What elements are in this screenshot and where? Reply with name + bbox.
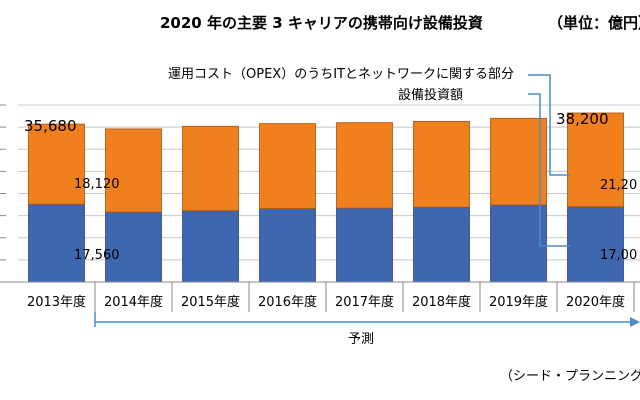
bar-opex [182,125,239,212]
bar-capex [336,207,393,283]
bars [28,112,635,312]
capex-label-2013: 17,560 [74,248,120,263]
bar-opex [490,117,547,206]
total-label-2020: 38,200 [556,110,609,128]
bar-capex [567,206,624,283]
bar-capex [259,208,316,283]
x-tick-label: 2018年度 [412,294,471,310]
x-tick-label: 2013年度 [27,294,86,310]
bar-opex [336,122,393,209]
y-tick-marks [0,104,6,261]
bar-opex [259,123,316,209]
bar-capex [413,206,470,283]
bar-opex [28,123,85,205]
x-tick-label: 2017年度 [335,294,394,310]
leader-line-capex [528,93,570,247]
chart-title: 2020 年の主要 3 キャリアの携帯向け設備投資 [160,14,483,32]
bar-capex [28,203,85,283]
bar-opex [567,112,624,208]
x-tick-label: 2015年度 [181,294,240,310]
leader-line-opex [528,74,570,176]
forecast-arrow-head [630,317,640,327]
x-tick-label: 2014年度 [104,294,163,310]
legend-capex-label: 設備投資額 [398,87,463,103]
bar-opex [413,120,470,208]
capex-label-2020: 17,00 [600,248,637,263]
x-tick-labels: 2013年度 2014年度 2015年度 2016年度 2017年度 2018年度 2019… [27,294,625,310]
x-tick-label: 2016年度 [258,294,317,310]
forecast-label: 予測 [348,332,374,347]
total-label-2013: 35,680 [24,117,77,135]
opex-label-2020: 21,20 [600,178,637,193]
bar-capex [182,210,239,283]
x-tick-label: 2019年度 [489,294,548,310]
bar-opex [105,128,162,213]
legend-opex-label: 運用コスト（OPEX）のうちITとネットワークに関する部分 [168,67,514,82]
bar-capex [105,211,162,283]
x-tick-label: 2020年度 [566,294,625,310]
unit-label: （単位：億円） [548,14,640,32]
opex-label-2013: 18,120 [74,177,120,192]
bar-capex [490,204,547,283]
source-note: （シード・プランニング [500,369,640,384]
